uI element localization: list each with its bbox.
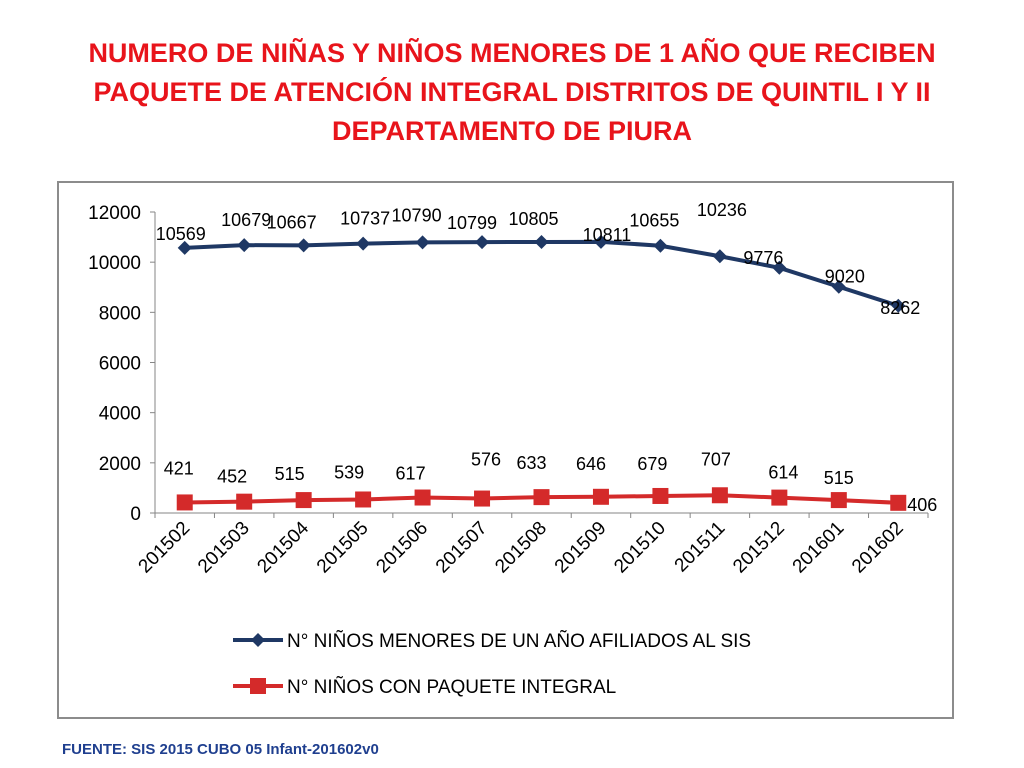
data-label: 9020: [825, 267, 865, 287]
data-label: 539: [334, 462, 364, 482]
data-point-diamond: [831, 279, 846, 294]
data-label: 576: [471, 450, 501, 470]
data-label: 515: [824, 468, 854, 488]
y-tick-label: 2000: [99, 454, 141, 475]
data-point-square: [236, 493, 253, 510]
data-point-square: [533, 489, 550, 506]
data-label: 10569: [156, 224, 206, 244]
data-label: 707: [701, 449, 731, 469]
x-tick-label: 201511: [671, 518, 730, 577]
data-point-diamond: [296, 238, 311, 253]
x-tick-label: 201502: [135, 518, 195, 578]
source-note: FUENTE: SIS 2015 CUBO 05 Infant-201602v0: [62, 741, 379, 758]
data-point-diamond: [177, 240, 192, 255]
data-point-square: [295, 492, 312, 509]
x-tick-label: 201506: [372, 518, 432, 578]
data-point-diamond: [237, 238, 252, 253]
data-label: 633: [516, 453, 546, 473]
slide-title: NUMERO DE NIÑAS Y NIÑOS MENORES DE 1 AÑO…: [40, 34, 984, 151]
data-point-diamond: [356, 236, 371, 251]
legend-marker-diamond: [251, 633, 265, 647]
data-label: 10655: [629, 211, 679, 231]
legend-label-2: N° NIÑOS CON PAQUETE INTEGRAL: [287, 676, 616, 698]
y-tick-label: 6000: [99, 354, 141, 375]
chart-frame: 0 2000 4000 6000 8000 10000 12000 201502 201503 2…: [57, 181, 954, 719]
data-label: 614: [768, 463, 798, 483]
y-tick-label: 10000: [88, 253, 141, 274]
legend-label-1: N° NIÑOS MENORES DE UN AÑO AFILIADOS AL …: [287, 630, 751, 652]
data-point-square: [474, 490, 491, 507]
data-label: 8262: [880, 298, 920, 318]
data-label: 452: [217, 467, 247, 487]
y-tick-label: 0: [130, 504, 141, 525]
data-point-diamond: [891, 298, 906, 313]
data-label: 10799: [447, 213, 497, 233]
x-tick-label: 201602: [848, 518, 908, 578]
data-label: 646: [576, 454, 606, 474]
data-point-diamond: [593, 234, 608, 249]
data-point-square: [592, 488, 609, 505]
data-point-square: [355, 491, 372, 508]
x-tick-label: 201512: [729, 518, 789, 578]
data-point-square: [414, 489, 431, 506]
x-tick-label: 201503: [194, 518, 254, 578]
data-point-diamond: [475, 235, 490, 250]
x-tick-label: 201505: [313, 518, 373, 578]
data-label: 9776: [743, 248, 783, 268]
data-point-square: [176, 494, 193, 511]
x-tick-label: 201508: [491, 518, 551, 578]
data-point-square: [711, 487, 728, 504]
x-tick-label: 201509: [551, 518, 611, 578]
x-tick-label: 201504: [254, 517, 314, 577]
data-label: 10236: [697, 200, 747, 220]
data-point-diamond: [772, 260, 787, 275]
y-tick-label: 4000: [99, 404, 141, 425]
data-label: 617: [396, 464, 426, 484]
data-point-square: [890, 494, 907, 511]
data-label: 406: [907, 495, 937, 515]
data-label: 10737: [340, 209, 390, 229]
series-line-1: [184, 239, 899, 308]
data-point-square: [771, 489, 788, 506]
title-line-3: DEPARTAMENTO DE PIURA: [331, 116, 693, 146]
data-point-diamond: [653, 238, 668, 253]
data-label: 421: [164, 458, 194, 478]
data-label: 10811: [583, 225, 632, 245]
data-label: 679: [637, 454, 667, 474]
data-point-diamond: [415, 235, 430, 250]
data-label: 10790: [392, 205, 442, 225]
y-tick-label: 8000: [99, 303, 141, 324]
y-tick-label: 12000: [88, 203, 141, 224]
x-tick-label: 201510: [610, 518, 670, 578]
x-tick-label: 201507: [432, 518, 492, 578]
data-label: 10679: [221, 210, 271, 230]
data-point-diamond: [712, 249, 727, 264]
data-point-diamond: [534, 234, 549, 249]
title-line-1: NUMERO DE NIÑAS Y NIÑOS MENORES DE 1 AÑO…: [88, 38, 936, 68]
data-label: 515: [275, 464, 305, 484]
data-point-square: [652, 487, 669, 504]
title-line-2: PAQUETE DE ATENCIÓN INTEGRAL DISTRITOS D…: [93, 77, 931, 107]
data-label: 10805: [508, 209, 558, 229]
x-tick-label: 201601: [789, 518, 849, 578]
data-label: 10667: [267, 212, 317, 232]
legend-marker-square: [250, 678, 266, 694]
data-point-square: [830, 492, 847, 509]
